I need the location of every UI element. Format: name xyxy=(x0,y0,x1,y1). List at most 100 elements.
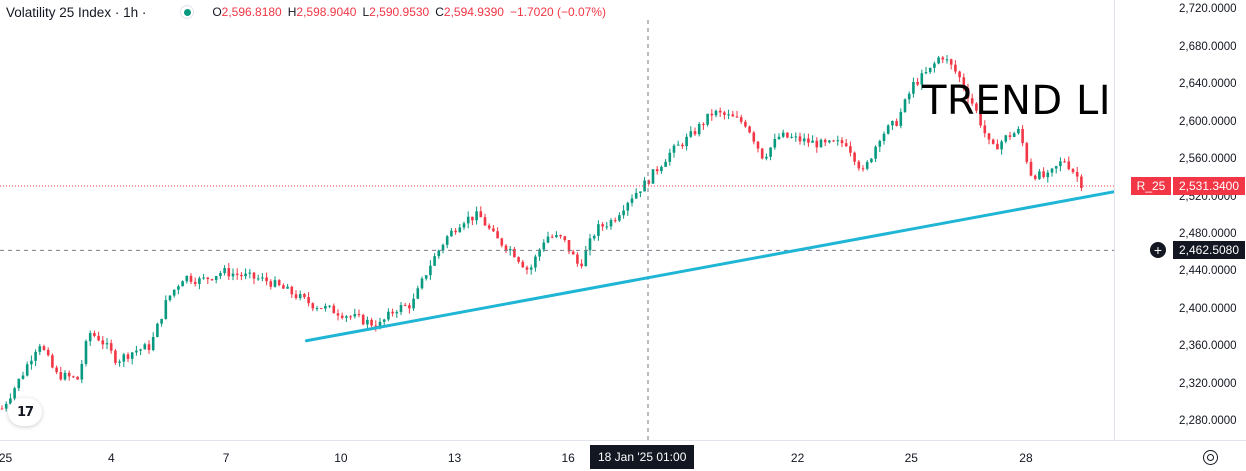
candle-body xyxy=(63,372,67,380)
candle-body xyxy=(996,143,999,150)
add-alert-plus-icon[interactable]: + xyxy=(1149,241,1167,260)
candle-body xyxy=(67,372,71,377)
candle-body xyxy=(576,254,579,264)
time-scale[interactable]: 25 4 7 10 13 16 22 25 28 18 Jan '25 01:00 xyxy=(0,440,1246,471)
candle-body xyxy=(765,156,768,159)
candle-body xyxy=(219,273,222,277)
open-value: 2,596.8180 xyxy=(221,5,282,19)
candle-body xyxy=(849,146,852,153)
candle-body xyxy=(613,220,617,222)
candle-body xyxy=(588,238,592,251)
candle-body xyxy=(382,319,386,322)
candle-body xyxy=(38,346,42,352)
candle-body xyxy=(975,103,978,111)
candle-body xyxy=(924,72,928,74)
candle-body xyxy=(521,261,525,268)
candle-body xyxy=(895,120,898,126)
candle-body xyxy=(504,245,508,251)
time-tick-label: 10 xyxy=(334,451,348,465)
candle-body xyxy=(206,277,210,280)
candle-body xyxy=(210,279,214,281)
candle-body xyxy=(139,349,142,351)
candle-body xyxy=(80,363,84,380)
candle-body xyxy=(954,64,957,72)
candle-body xyxy=(899,111,903,126)
trend-line-drawing[interactable] xyxy=(304,183,1114,343)
candle-body xyxy=(105,343,109,345)
candle-body xyxy=(937,57,940,64)
candle-body xyxy=(9,398,12,404)
candle-body xyxy=(912,81,915,94)
candle-body xyxy=(798,136,802,142)
candle-body xyxy=(550,236,554,238)
candle-body xyxy=(807,138,810,143)
candle-body xyxy=(823,139,827,143)
candle-body xyxy=(340,315,344,318)
candle-body xyxy=(55,367,58,373)
candle-body xyxy=(672,145,676,153)
visibility-toggle[interactable] xyxy=(180,5,195,19)
candle-body xyxy=(4,403,8,409)
symbol-title[interactable]: Volatility 25 Index · 1h · xyxy=(6,4,147,20)
price-scale[interactable]: 2,720.0000 2,680.0000 2,640.0000 2,600.0000… xyxy=(1114,0,1246,440)
candle-body xyxy=(130,352,134,359)
high-label: H xyxy=(287,5,297,19)
candle-body xyxy=(529,267,533,270)
candle-body xyxy=(723,112,726,115)
price-chart[interactable] xyxy=(0,0,1114,440)
candle-body xyxy=(630,198,634,203)
symbol-price-badge: R_25 xyxy=(1131,176,1171,195)
candle-body xyxy=(739,117,743,122)
candle-body xyxy=(786,132,789,138)
candle-body xyxy=(1071,169,1075,173)
candle-body xyxy=(433,256,436,266)
candle-body xyxy=(1080,176,1083,189)
time-tick-label: 4 xyxy=(108,451,115,465)
candle-body xyxy=(466,216,470,224)
candle-body xyxy=(298,294,302,299)
crosshair-time-label: 18 Jan '25 01:00 xyxy=(590,445,695,469)
price-tick-label: 2,720.0000 xyxy=(1179,3,1237,16)
candle-body xyxy=(143,344,147,350)
chart-settings-gear-icon[interactable] xyxy=(1203,450,1218,465)
price-tick-label: 2,280.0000 xyxy=(1179,415,1237,428)
candle-body xyxy=(101,340,105,345)
price-tick-label: 2,400.0000 xyxy=(1179,302,1237,315)
candle-body xyxy=(815,140,819,148)
candle-body xyxy=(563,236,567,241)
candle-body xyxy=(836,140,840,142)
candle-body xyxy=(584,250,588,267)
candle-body xyxy=(454,230,457,233)
candle-body xyxy=(907,93,911,100)
candle-body xyxy=(76,376,79,380)
candle-body xyxy=(513,248,516,258)
tradingview-logo-icon[interactable]: 17 xyxy=(8,398,42,426)
candle-body xyxy=(891,120,894,126)
candle-body xyxy=(30,360,33,365)
candle-body xyxy=(874,146,877,159)
candle-body xyxy=(819,139,823,148)
price-tick-label: 2,360.0000 xyxy=(1179,340,1237,353)
candle-body xyxy=(882,133,886,141)
candle-body xyxy=(311,303,315,309)
candle-body xyxy=(769,147,772,157)
candle-body xyxy=(748,126,751,133)
candle-body xyxy=(1067,161,1071,170)
candle-body xyxy=(496,231,499,239)
candle-body xyxy=(429,265,432,276)
candle-body xyxy=(168,295,172,301)
candle-body xyxy=(983,125,987,134)
candle-body xyxy=(1063,161,1066,163)
candle-body xyxy=(676,144,680,146)
candle-body xyxy=(609,220,613,227)
candle-body xyxy=(693,131,697,135)
close-value: 2,594.9390 xyxy=(443,5,504,19)
candle-body xyxy=(416,288,420,299)
candle-body xyxy=(643,180,646,192)
candle-body xyxy=(227,268,231,277)
candle-body xyxy=(21,375,25,379)
candle-body xyxy=(424,275,428,279)
low-value: 2,590.9530 xyxy=(369,5,430,19)
candle-body xyxy=(345,316,348,318)
